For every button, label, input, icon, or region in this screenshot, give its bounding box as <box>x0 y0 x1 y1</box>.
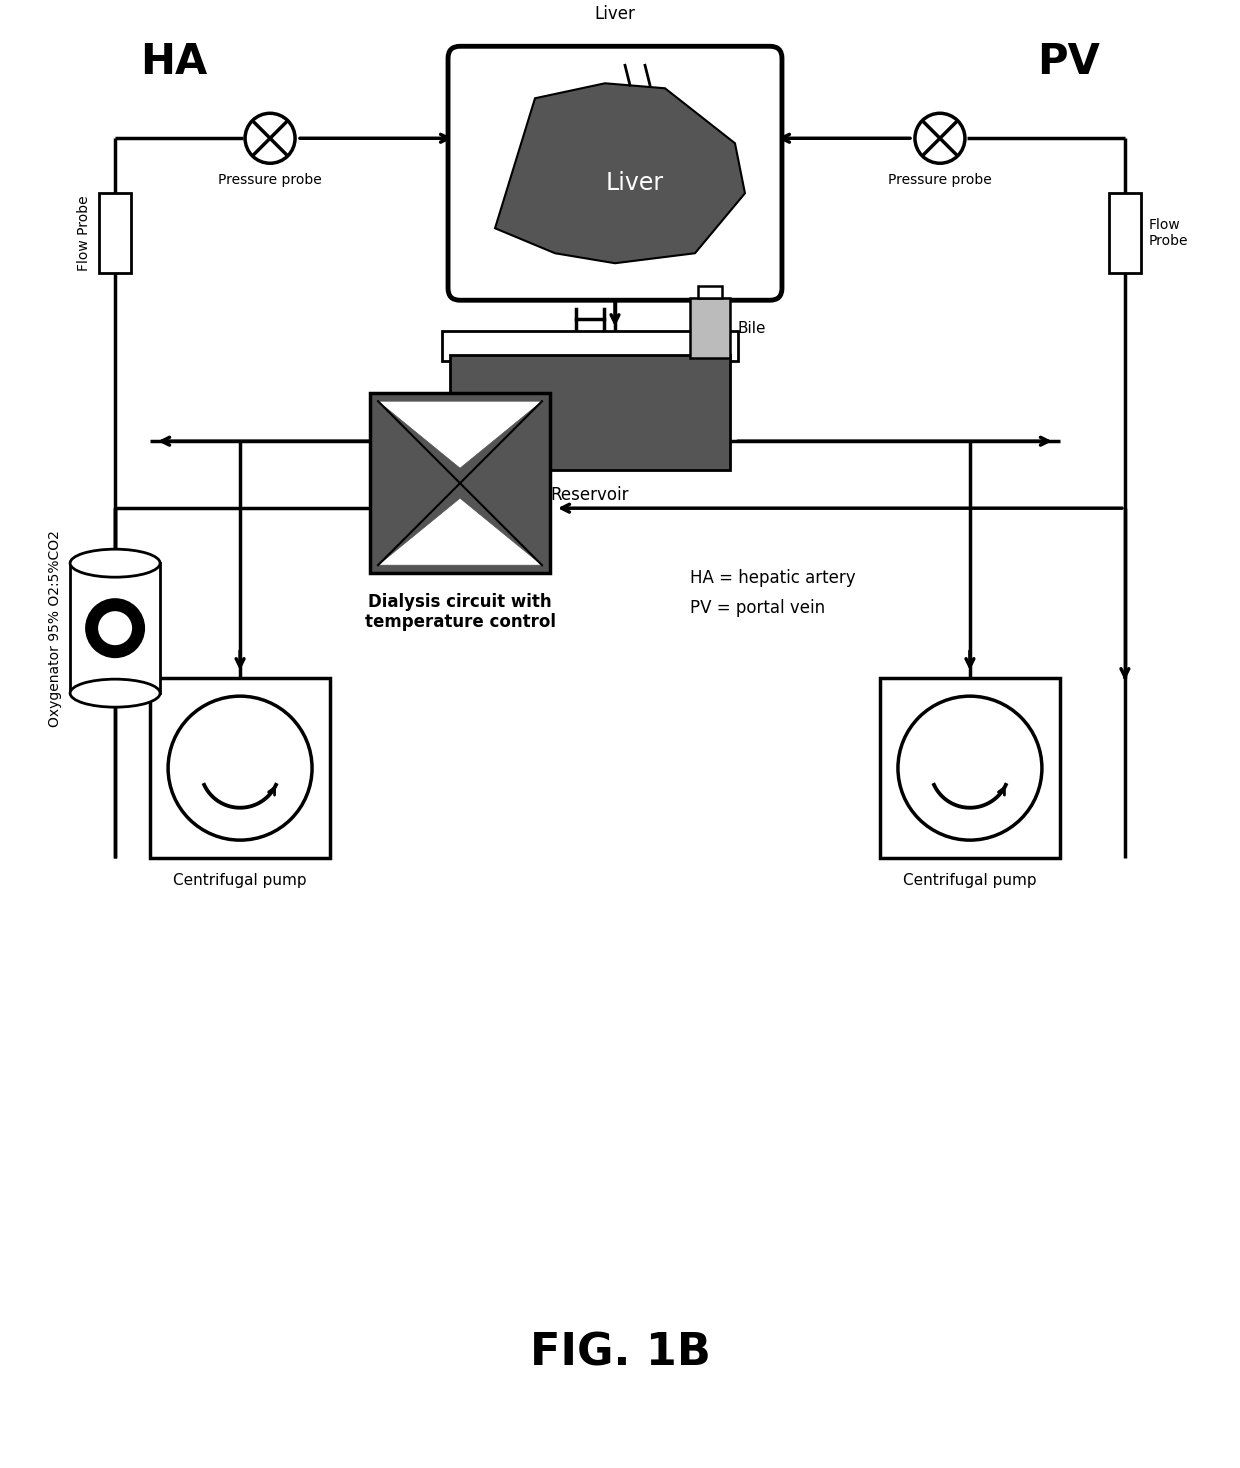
Text: temperature control: temperature control <box>365 614 556 631</box>
Text: HA = hepatic artery: HA = hepatic artery <box>689 570 856 587</box>
Text: Bile: Bile <box>738 320 766 336</box>
FancyBboxPatch shape <box>448 47 782 301</box>
Text: HA: HA <box>140 41 207 84</box>
Bar <box>99 194 131 273</box>
Text: Liver: Liver <box>594 6 635 23</box>
Text: Flow Probe: Flow Probe <box>77 195 91 272</box>
Polygon shape <box>495 84 745 263</box>
Text: Pressure probe: Pressure probe <box>218 173 322 188</box>
Circle shape <box>169 696 312 840</box>
Bar <box>150 678 330 859</box>
Bar <box>689 298 730 358</box>
Text: PV = portal vein: PV = portal vein <box>689 599 825 617</box>
Bar <box>450 355 730 470</box>
Bar <box>71 564 160 693</box>
Text: Dialysis circuit with: Dialysis circuit with <box>368 593 552 611</box>
Text: Centrifugal pump: Centrifugal pump <box>903 873 1037 888</box>
Bar <box>1109 194 1141 273</box>
Text: Oxygenator 95% O2:5%CO2: Oxygenator 95% O2:5%CO2 <box>48 530 62 727</box>
Polygon shape <box>378 401 542 468</box>
Text: PV: PV <box>1037 41 1100 84</box>
Circle shape <box>86 597 145 658</box>
Text: Liver: Liver <box>606 172 665 195</box>
Polygon shape <box>378 498 542 565</box>
Text: FIG. 1B: FIG. 1B <box>529 1331 711 1374</box>
Bar <box>441 332 738 361</box>
Circle shape <box>898 696 1042 840</box>
Text: Centrifugal pump: Centrifugal pump <box>174 873 306 888</box>
Bar <box>698 286 722 298</box>
Circle shape <box>915 113 965 163</box>
Text: Reservoir: Reservoir <box>551 486 629 504</box>
Text: Pressure probe: Pressure probe <box>888 173 992 188</box>
Ellipse shape <box>71 680 160 708</box>
Circle shape <box>246 113 295 163</box>
Text: Flow
Probe: Flow Probe <box>1149 219 1188 248</box>
Circle shape <box>98 611 133 644</box>
Bar <box>880 678 1060 859</box>
Bar <box>370 393 551 573</box>
Ellipse shape <box>71 549 160 577</box>
